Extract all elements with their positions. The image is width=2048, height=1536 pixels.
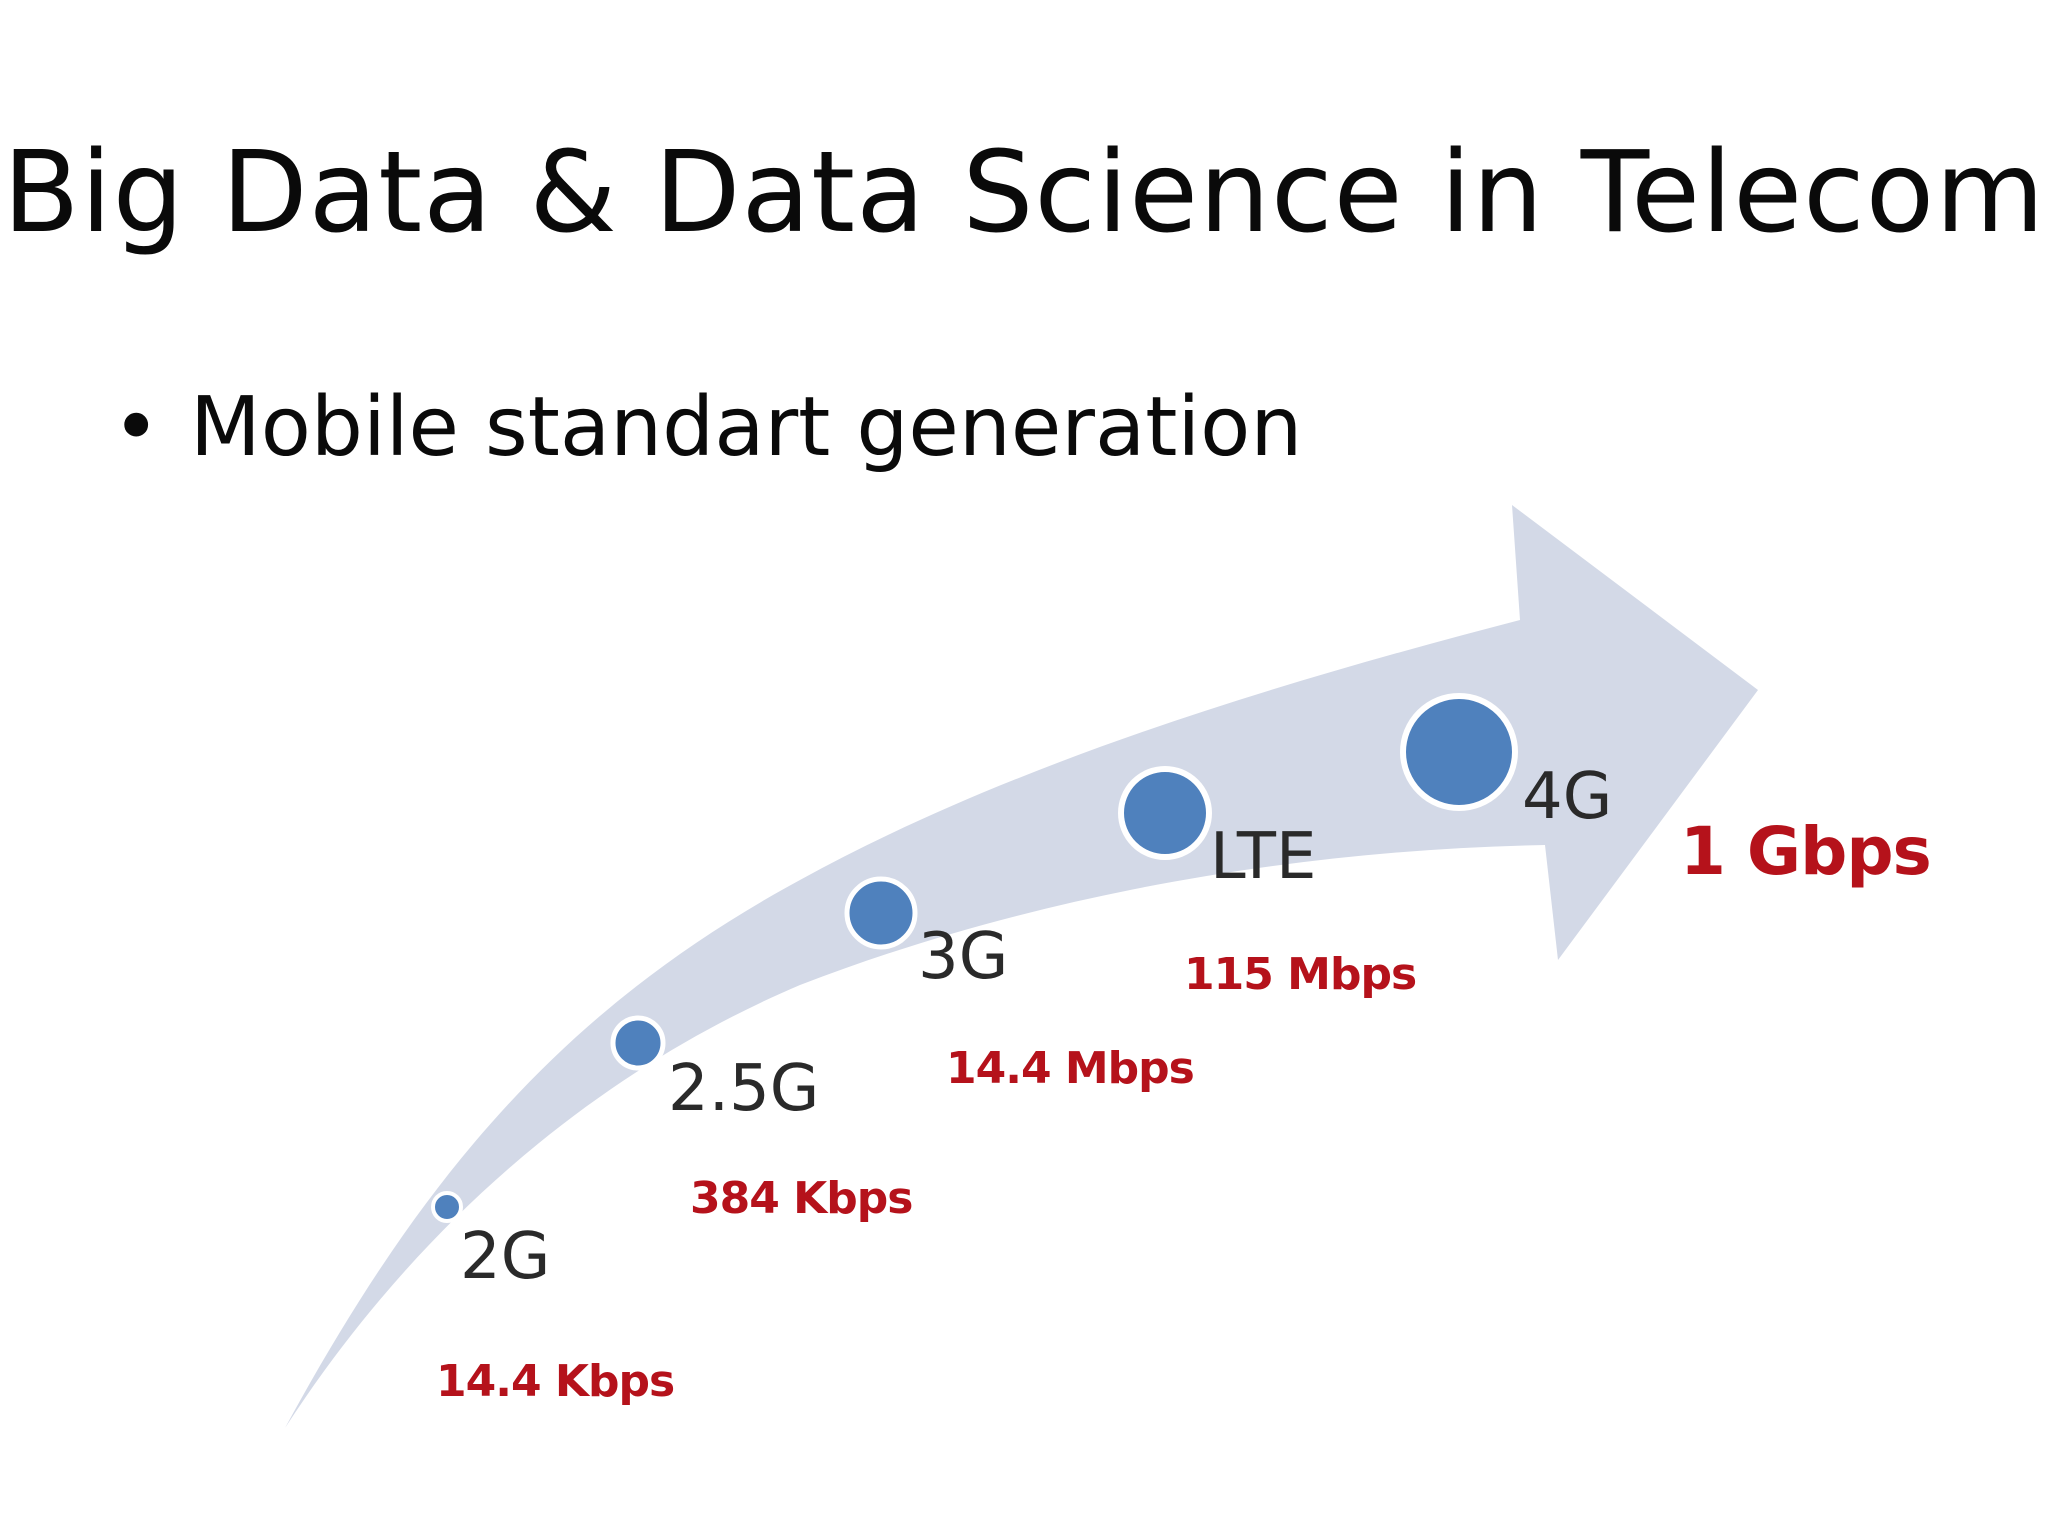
slide-title: Big Data & Data Science in Telecom [2, 128, 2046, 258]
generation-label-4g: 4G [1522, 760, 1613, 834]
generation-dot-3g [844, 876, 918, 950]
growth-arrow [285, 505, 1758, 1428]
speed-label-3g: 14.4 Mbps [946, 1043, 1195, 1094]
generation-label-2-5g: 2.5G [668, 1052, 820, 1126]
generation-dot-2-5g [610, 1015, 666, 1071]
generation-dot-4g [1400, 693, 1518, 811]
speed-label-2g: 14.4 Kbps [436, 1356, 675, 1407]
generation-dot-2g [431, 1191, 463, 1223]
generation-label-2g: 2G [460, 1220, 551, 1294]
speed-label-2-5g: 384 Kbps [690, 1173, 913, 1224]
bullet-item: • Mobile standart generation [112, 378, 1302, 478]
generation-label-lte: LTE [1210, 820, 1317, 894]
bullet-text: Mobile standart generation [190, 380, 1303, 475]
speed-label-4g: 1 Gbps [1680, 813, 1932, 890]
bullet-symbol: • [112, 380, 161, 475]
generation-dot-lte [1118, 766, 1212, 860]
speed-label-lte: 115 Mbps [1184, 949, 1417, 1000]
generation-label-3g: 3G [918, 920, 1009, 994]
